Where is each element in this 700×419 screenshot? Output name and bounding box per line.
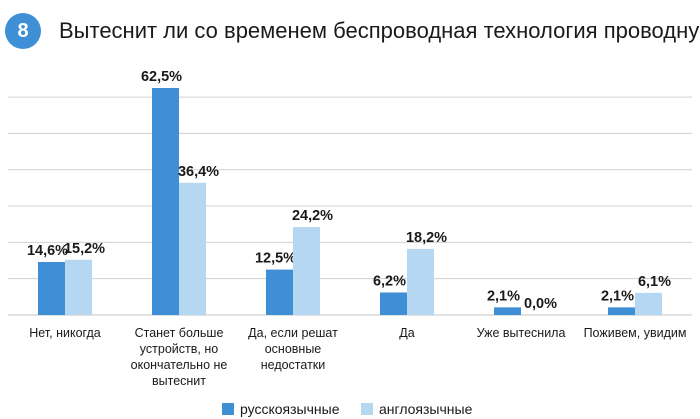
value-label-series-2-cat-5: 0,0%	[524, 296, 557, 312]
bar-chart: 14,6%15,2% 62,5% 36,4% 12,5% 24,2% 6,2% 18,2% 2…	[8, 69, 692, 316]
legend-item-series-1: русскоязычные	[222, 400, 339, 418]
category-label-6: Поживем, увидим	[583, 326, 687, 340]
legend-item-series-2: англоязычные	[361, 400, 472, 418]
category-label-2: Станет больше устройств, но окончательно…	[130, 326, 228, 388]
value-label-series-2-cat-2: 36,4%	[178, 164, 219, 180]
bar-series-2-cat-1	[65, 259, 92, 315]
legend-swatch-series-1	[222, 403, 234, 415]
value-label-series-1-cat-5: 2,1%	[487, 288, 520, 304]
value-label-series-2-cat-1: 15,2%	[64, 241, 105, 257]
bar-series-1-cat-4	[380, 292, 407, 315]
bar-series-2-cat-6	[635, 292, 662, 315]
bar-series-1-cat-2	[152, 88, 179, 315]
category-label-3: Да, если решат основные недостатки	[248, 326, 338, 372]
bar-series-2-cat-4	[407, 248, 434, 315]
legend-swatch-series-2	[361, 403, 373, 415]
bar-series-2-cat-2	[179, 182, 206, 315]
value-label-series-1-cat-1: 14,6%	[27, 243, 68, 259]
category-label-1: Нет, никогда	[29, 326, 101, 340]
chart-title: Вытеснит ли со временем беспроводная тех…	[59, 18, 700, 43]
legend-label-series-1: русскоязычные	[240, 401, 340, 417]
category-label-5: Уже вытеснила	[476, 326, 566, 340]
legend-label-series-2: англоязычные	[379, 401, 473, 417]
value-label-series-2-cat-3: 24,2%	[292, 208, 333, 224]
question-number-badge: 8	[5, 13, 41, 49]
value-label-series-1-cat-3: 12,5%	[255, 251, 296, 267]
value-label-series-1-cat-4: 6,2%	[373, 273, 406, 289]
header: 8 Вытеснит ли со временем беспроводная т…	[0, 0, 700, 62]
bar-series-1-cat-1	[38, 261, 65, 315]
bar-series-2-cat-3	[293, 227, 320, 315]
bar-series-1-cat-3	[266, 269, 293, 315]
bar-series-1-cat-6	[608, 307, 635, 315]
value-label-series-1-cat-2: 62,5%	[141, 69, 182, 85]
category-label-4: Да	[399, 326, 415, 340]
value-label-series-2-cat-4: 18,2%	[406, 230, 447, 246]
legend: русскоязычные англоязычные	[0, 400, 700, 419]
value-label-series-2-cat-6: 6,1%	[638, 274, 671, 290]
value-label-series-1-cat-6: 2,1%	[601, 288, 634, 304]
bar-series-1-cat-5	[494, 307, 521, 315]
